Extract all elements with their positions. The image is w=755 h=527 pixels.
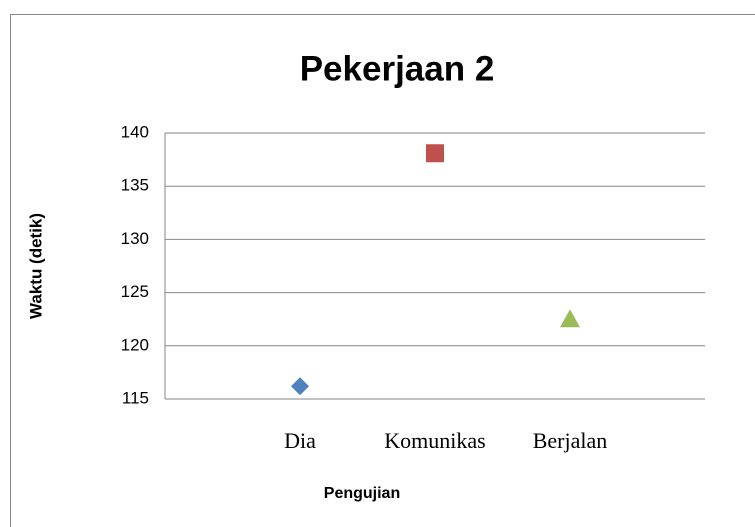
chart-title: Pekerjaan 2 xyxy=(300,49,495,88)
marker xyxy=(291,377,309,396)
y-tick-label: 115 xyxy=(122,388,149,407)
y-tick-label: 125 xyxy=(121,282,149,301)
y-axis-label: Waktu (detik) xyxy=(26,213,45,319)
x-tick-label: Dia xyxy=(284,428,316,453)
marker xyxy=(560,309,580,328)
y-tick-label: 135 xyxy=(121,176,149,195)
chart-frame xyxy=(10,14,755,527)
marker xyxy=(426,144,444,163)
x-axis-label: Pengujian xyxy=(324,485,400,502)
x-tick-label: Berjalan xyxy=(533,428,608,453)
y-tick-label: 130 xyxy=(121,229,149,248)
y-tick-label: 140 xyxy=(121,122,149,141)
x-tick-label: Komunikas xyxy=(384,428,485,453)
y-tick-label: 120 xyxy=(121,335,149,354)
